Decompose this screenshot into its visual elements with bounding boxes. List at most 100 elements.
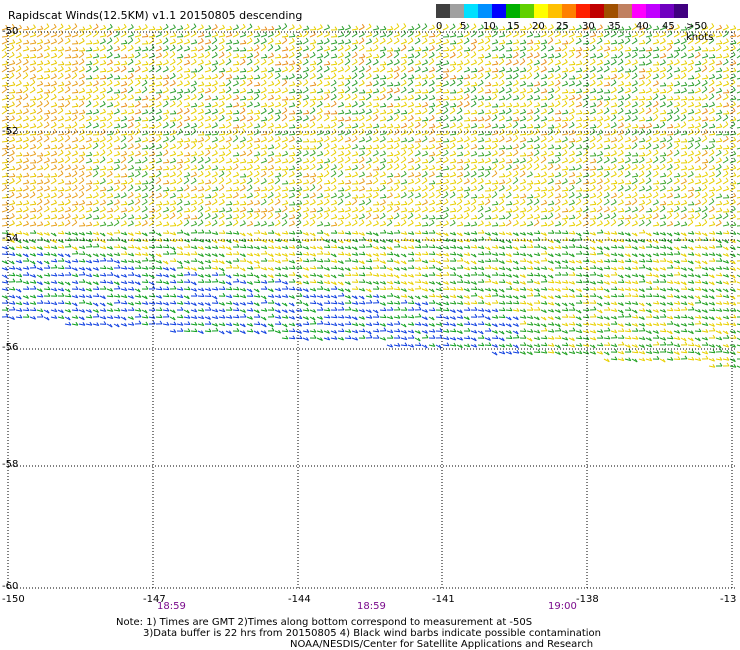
wind-barb-flag xyxy=(711,86,715,91)
wind-barb xyxy=(435,140,443,143)
wind-barb-flag xyxy=(152,74,156,79)
wind-barb xyxy=(435,98,443,101)
wind-barb xyxy=(575,40,582,45)
wind-barb-flag xyxy=(627,93,631,98)
wind-barb-flag xyxy=(40,185,44,190)
wind-barb xyxy=(484,55,491,59)
wind-barb xyxy=(148,110,155,115)
wind-barb xyxy=(400,166,407,171)
wind-barb-flag xyxy=(355,87,358,91)
wind-barb-flag xyxy=(284,170,288,174)
wind-barb xyxy=(78,132,85,136)
wind-barb-flag xyxy=(537,87,540,91)
wind-barb-flag xyxy=(19,52,22,56)
wind-barb-flag xyxy=(319,100,323,105)
wind-barb-flag xyxy=(257,89,261,93)
wind-barb-flag xyxy=(572,94,576,99)
wind-barb xyxy=(421,187,428,192)
wind-barb-flag xyxy=(698,60,702,65)
wind-barb-flag xyxy=(620,73,624,77)
wind-barb-flag xyxy=(551,53,555,58)
wind-barb-flag xyxy=(186,177,190,181)
wind-barb xyxy=(596,91,603,94)
wind-barb xyxy=(463,49,471,52)
wind-barb-flag xyxy=(89,115,93,120)
wind-barb xyxy=(421,132,428,136)
wind-barb xyxy=(22,89,29,94)
wind-barb-flag xyxy=(159,52,163,57)
wind-barb xyxy=(260,89,267,94)
wind-barb xyxy=(267,97,274,101)
wind-barb-flag xyxy=(89,88,93,93)
wind-barb xyxy=(491,70,499,73)
wind-barb-flag xyxy=(292,95,296,100)
wind-barb-flag xyxy=(417,142,421,147)
wind-barb xyxy=(204,188,211,192)
wind-barb-flag xyxy=(11,72,15,76)
wind-barb-flag xyxy=(663,137,667,141)
wind-barb-flag xyxy=(46,121,50,126)
wind-barb-flag xyxy=(368,65,372,69)
wind-barb-flag xyxy=(523,157,527,162)
wind-barb-flag xyxy=(130,184,134,188)
wind-barb-flag xyxy=(376,53,380,58)
wind-barb xyxy=(638,50,646,52)
wind-barb xyxy=(589,75,596,80)
wind-barb xyxy=(414,26,421,31)
wind-barb xyxy=(267,55,274,59)
wind-barb xyxy=(246,173,253,178)
wind-barb xyxy=(43,153,50,157)
wind-barb xyxy=(407,174,414,178)
wind-barb-flag xyxy=(733,25,737,29)
wind-barb xyxy=(218,110,225,115)
wind-barb xyxy=(659,97,666,101)
wind-barb xyxy=(477,34,484,38)
wind-barb-flag xyxy=(662,142,666,147)
wind-barb-flag xyxy=(305,86,309,91)
wind-barb xyxy=(519,28,527,31)
wind-barb xyxy=(624,159,631,164)
wind-barb xyxy=(22,154,30,157)
wind-barb-flag xyxy=(551,80,555,85)
wind-barb xyxy=(99,119,106,122)
wind-barb-flag xyxy=(613,58,617,63)
wind-barb-flag xyxy=(649,122,653,127)
wind-barb-flag xyxy=(473,44,477,48)
wind-barb xyxy=(57,145,64,150)
wind-barb-flag xyxy=(565,136,568,140)
wind-barb xyxy=(414,63,421,66)
wind-barb-flag xyxy=(291,171,295,175)
wind-barb xyxy=(687,98,695,101)
wind-barb-flag xyxy=(362,89,366,93)
wind-barb xyxy=(386,154,394,157)
wind-barb-flag xyxy=(663,94,667,99)
wind-barb-flag xyxy=(12,89,16,93)
wind-barb xyxy=(477,98,485,101)
wind-barb-flag xyxy=(4,184,8,188)
wind-barb xyxy=(43,41,50,45)
wind-barb xyxy=(302,182,309,185)
wind-barb-flag xyxy=(264,130,268,135)
wind-barb-flag xyxy=(201,74,205,78)
wind-barb xyxy=(393,153,400,157)
wind-barb xyxy=(218,70,225,73)
wind-barb-flag xyxy=(501,135,505,140)
wind-barb-flag xyxy=(635,59,638,63)
wind-barb xyxy=(22,61,29,66)
wind-barb xyxy=(218,138,225,143)
wind-barb-flag xyxy=(536,44,540,49)
wind-barb xyxy=(281,35,289,38)
wind-barb-flag xyxy=(68,124,72,128)
wind-barb xyxy=(722,152,729,157)
wind-barb-flag xyxy=(522,30,526,35)
wind-barb xyxy=(701,97,708,101)
wind-barb xyxy=(344,126,352,129)
wind-barb xyxy=(323,189,330,192)
wind-barb xyxy=(386,175,393,178)
wind-barb-flag xyxy=(257,137,261,142)
wind-barb xyxy=(78,187,85,192)
wind-barb-flag xyxy=(495,137,499,142)
wind-barb-flag xyxy=(236,80,239,84)
wind-barb-flag xyxy=(180,53,184,58)
wind-barb-flag xyxy=(641,30,645,35)
